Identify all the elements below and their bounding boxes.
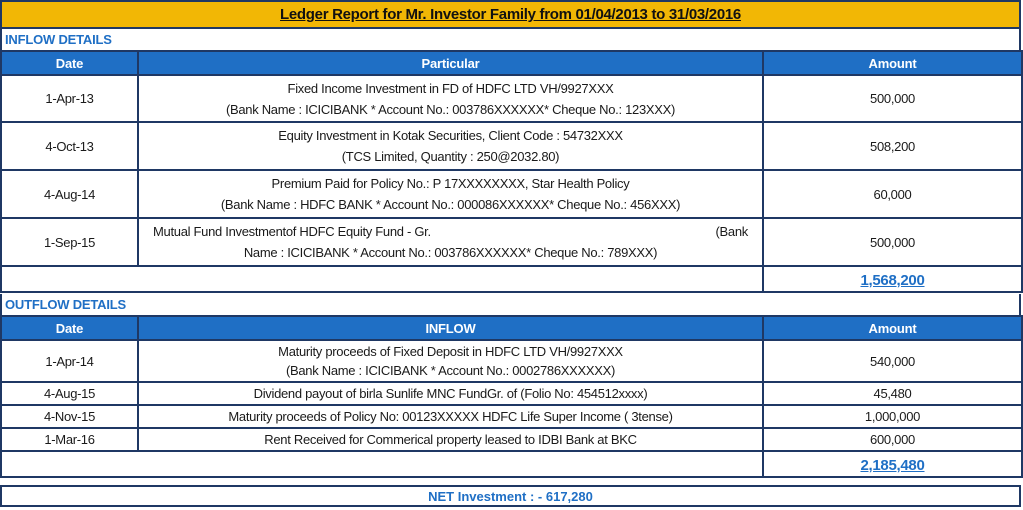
report-title: Ledger Report for Mr. Investor Family fr…	[0, 0, 1021, 29]
table-row: 4-Nov-15 Maturity proceeds of Policy No:…	[0, 404, 1023, 429]
particular-line: Maturity proceeds of Policy No: 00123XXX…	[228, 409, 673, 424]
table-row: 1-Apr-13 Fixed Income Investment in FD o…	[0, 74, 1023, 123]
row-particular: Maturity proceeds of Fixed Deposit in HD…	[137, 339, 764, 383]
inflow-total-row: 1,568,200	[0, 265, 1023, 293]
outflow-date-header: Date	[0, 315, 139, 341]
row-amount: 1,000,000	[762, 404, 1023, 429]
outflow-header-row: Date INFLOW Amount	[0, 315, 1023, 341]
outflow-amount-header: Amount	[762, 315, 1023, 341]
particular-line: Fixed Income Investment in FD of HDFC LT…	[287, 80, 614, 96]
particular-line: (Bank Name : ICICIBANK * Account No.: 00…	[285, 363, 616, 378]
table-row: 4-Oct-13 Equity Investment in Kotak Secu…	[0, 121, 1023, 171]
row-date: 4-Oct-13	[0, 121, 139, 171]
particular-line: Name : ICICIBANK * Account No.: 003786XX…	[243, 245, 658, 260]
row-amount: 600,000	[762, 427, 1023, 452]
table-row: 1-Apr-14 Maturity proceeds of Fixed Depo…	[0, 339, 1023, 383]
row-date: 4-Nov-15	[0, 404, 139, 429]
row-date: 1-Apr-14	[0, 339, 139, 383]
inflow-date-header: Date	[0, 50, 139, 76]
row-date: 1-Mar-16	[0, 427, 139, 452]
total-spacer	[0, 450, 764, 478]
outflow-section-label: OUTFLOW DETAILS	[0, 294, 1021, 315]
particular-text: Mutual Fund Investmentof HDFC Equity Fun…	[153, 224, 431, 239]
particular-line: (Bank Name : HDFC BANK * Account No.: 00…	[220, 197, 681, 212]
net-investment: NET Investment : - 617,280	[0, 485, 1021, 507]
row-amount: 60,000	[762, 169, 1023, 219]
particular-line: Premium Paid for Policy No.: P 17XXXXXXX…	[271, 176, 630, 191]
inflow-header-row: Date Particular Amount	[0, 50, 1023, 76]
row-particular: Mutual Fund Investmentof HDFC Equity Fun…	[137, 217, 764, 267]
table-row: 4-Aug-14 Premium Paid for Policy No.: P …	[0, 169, 1023, 219]
inflow-particular-header: Particular	[137, 50, 764, 76]
row-date: 4-Aug-15	[0, 381, 139, 406]
particular-line: Maturity proceeds of Fixed Deposit in HD…	[278, 344, 623, 359]
particular-text: (Bank	[715, 224, 749, 239]
inflow-total: 1,568,200	[762, 265, 1023, 293]
table-row: 4-Aug-15 Dividend payout of birla Sunlif…	[0, 381, 1023, 406]
outflow-total: 2,185,480	[762, 450, 1023, 478]
row-amount: 540,000	[762, 339, 1023, 383]
inflow-amount-header: Amount	[762, 50, 1023, 76]
row-particular: Maturity proceeds of Policy No: 00123XXX…	[137, 404, 764, 429]
particular-line: (Bank Name : ICICIBANK * Account No.: 00…	[225, 101, 676, 117]
row-particular: Equity Investment in Kotak Securities, C…	[137, 121, 764, 171]
row-amount: 500,000	[762, 217, 1023, 267]
particular-line: Equity Investment in Kotak Securities, C…	[278, 128, 623, 143]
outflow-total-row: 2,185,480	[0, 450, 1023, 478]
row-date: 4-Aug-14	[0, 169, 139, 219]
row-particular: Dividend payout of birla Sunlife MNC Fun…	[137, 381, 764, 406]
table-row: 1-Sep-15 Mutual Fund Investmentof HDFC E…	[0, 217, 1023, 267]
inflow-table: Date Particular Amount 1-Apr-13 Fixed In…	[0, 50, 1023, 293]
row-amount: 508,200	[762, 121, 1023, 171]
row-particular: Fixed Income Investment in FD of HDFC LT…	[137, 74, 764, 123]
total-spacer	[0, 265, 764, 293]
row-amount: 500,000	[762, 74, 1023, 123]
row-amount: 45,480	[762, 381, 1023, 406]
particular-line: Mutual Fund Investmentof HDFC Equity Fun…	[143, 221, 758, 242]
particular-line: Dividend payout of birla Sunlife MNC Fun…	[253, 386, 648, 401]
row-date: 1-Sep-15	[0, 217, 139, 267]
outflow-particular-header: INFLOW	[137, 315, 764, 341]
table-row: 1-Mar-16 Rent Received for Commerical pr…	[0, 427, 1023, 452]
row-date: 1-Apr-13	[0, 74, 139, 123]
row-particular: Premium Paid for Policy No.: P 17XXXXXXX…	[137, 169, 764, 219]
particular-line: (TCS Limited, Quantity : 250@2032.80)	[341, 149, 560, 164]
particular-line: Rent Received for Commerical property le…	[264, 432, 637, 447]
inflow-section-label: INFLOW DETAILS	[0, 29, 1021, 50]
row-particular: Rent Received for Commerical property le…	[137, 427, 764, 452]
outflow-table: Date INFLOW Amount 1-Apr-14 Maturity pro…	[0, 315, 1023, 478]
